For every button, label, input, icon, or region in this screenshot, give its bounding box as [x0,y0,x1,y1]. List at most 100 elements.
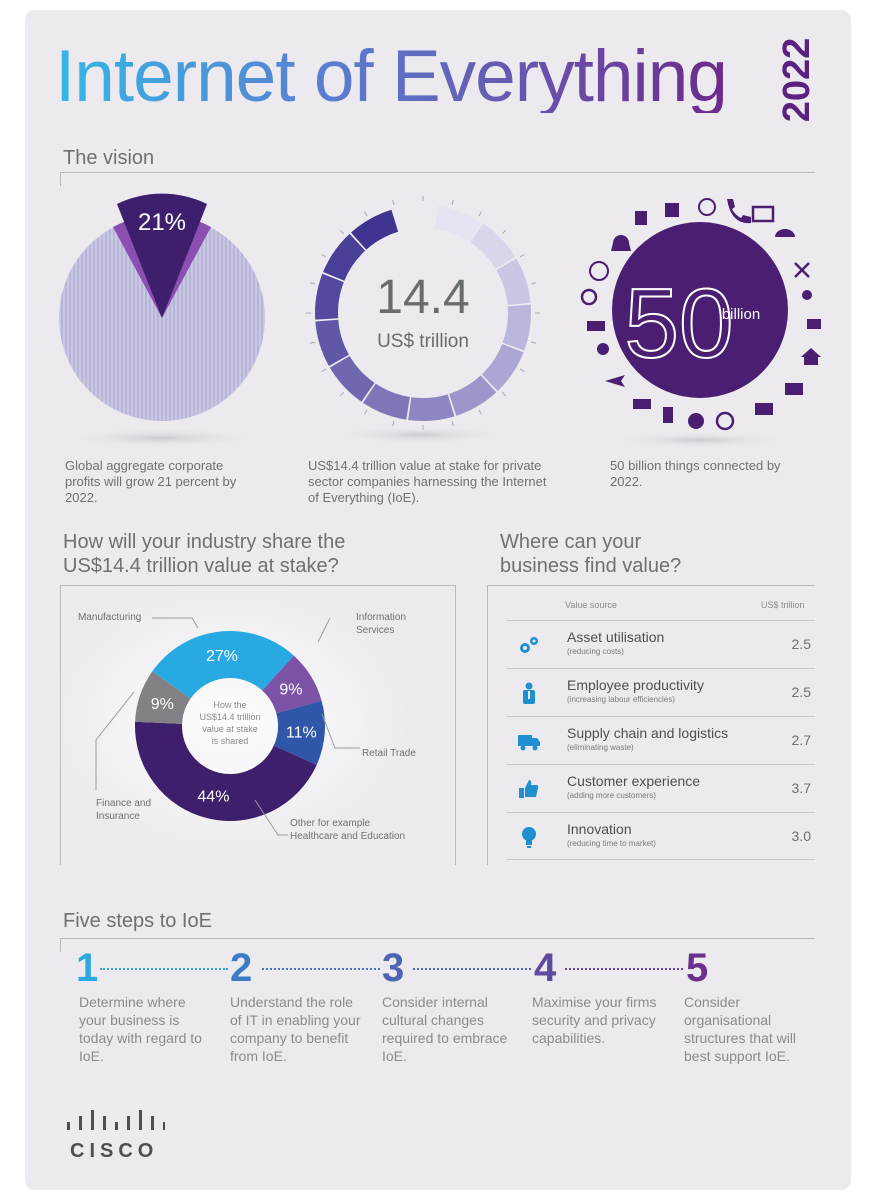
step-number-4: 4 [534,946,557,990]
cisco-logo-bars-icon [67,1110,165,1130]
ring-tick [321,254,327,258]
ring-ticks [306,196,540,430]
things-unit: billion [722,306,760,323]
things-graphic: 50 billion [580,198,821,448]
profits-pie: 21% [59,193,265,448]
vision-divider [60,172,815,173]
truck-small-icon [587,321,605,331]
leader-retail [321,713,360,749]
ring-segment [323,233,366,281]
ring-segment [362,383,410,420]
step-number-1: 1 [76,946,99,990]
ring-segment [315,273,344,320]
step-text-4: Maximise your firms security and privacy… [532,994,657,1046]
row-name: Supply chain and logistics [567,725,729,741]
step-number-3: 3 [382,946,405,990]
donut-value-label-retail-trade: 11% [286,724,317,741]
business-value-divider-left [487,585,488,865]
label-information-line2: Services [356,625,395,636]
step-text-1: Determine where your business is today w… [79,994,202,1064]
label-other-line1: Other for example [290,818,371,829]
connected-things-icons [580,198,821,431]
industry-title: How will your industry share the US$14.4… [63,530,345,578]
at-sign-icon [715,411,735,431]
ring-tick [519,368,525,372]
ring-tick [339,391,345,397]
ring-tick [478,211,482,217]
row-subtitle: (eliminating waste) [567,743,634,752]
ring-tick [392,199,395,205]
leader-finance [95,691,135,790]
table-row: Innovation (reducing time to market) 3.0 [507,812,815,860]
globe-icon [589,261,609,281]
row-value: 2.5 [791,636,811,652]
step-connector-4 [565,968,683,970]
key-icon [802,290,812,300]
ring-segment [449,375,497,416]
donut-center-line2: US$14.4 trillion [199,712,260,722]
magnifier-icon [580,288,598,306]
leader-other [254,799,288,836]
row-name: Employee productivity [567,677,704,693]
donut-center-line3: value at stake [202,724,258,734]
column-header-value: US$ trillion [761,600,805,610]
scissors-icon [794,262,810,278]
column-header-source: Value source [565,600,617,610]
table-row: Supply chain and logistics (eliminating … [507,716,815,764]
donut-value-label-information-services: 9% [279,682,302,699]
ring-shadow [330,426,510,444]
step-text-2: Understand the role of IT in enabling yo… [230,994,361,1064]
ring-tick [364,409,368,415]
value-number: 14.4 [376,271,469,324]
ring-segment [481,343,524,391]
donut-segment-finance-insurance [135,671,191,724]
truck-icon [518,735,540,751]
ring-tick [519,254,525,258]
donut-leader-lines [95,617,360,836]
industry-divider [60,585,455,586]
row-value: 2.5 [791,684,811,700]
home-icon [801,348,821,365]
calculator-icon [663,407,673,423]
industry-title-line1: How will your industry share the [63,531,346,553]
business-value-title-line2: business find value? [500,555,682,577]
ring-tick [321,368,327,372]
step-number-2: 2 [230,946,253,990]
ring-segment [329,355,375,402]
business-value-title: Where can your business find value? [500,530,681,578]
cup-icon [807,319,821,329]
table-row: Employee productivity (increasing labour… [507,668,815,716]
lock-icon [611,235,631,251]
pie-21-percent-slice-raised [117,193,207,318]
profits-caption: Global aggregate corporate profits will … [65,458,237,505]
ring-tick [309,341,315,344]
row-subtitle: (reducing costs) [567,647,624,656]
industry-donut-chart: 27% 9% 11% 44% 9% How the US$14.4 trillion v… [60,590,420,860]
ring-tick [339,229,345,235]
donut-segment-information-services [262,655,322,714]
lightbulb-small-icon [597,343,609,355]
step-connector-1 [100,968,228,970]
thumbs-up-icon [519,780,539,798]
label-manufacturing: Manufacturing [78,612,142,623]
ring-segment [502,304,531,351]
steps-divider-tick [60,938,61,952]
donut-glow [60,590,420,860]
ring-segment [470,223,516,269]
label-finance-line1: Finance and [96,798,152,809]
leader-manufacturing [152,617,199,629]
ring-tick [531,341,537,344]
step-number-5: 5 [686,946,709,990]
business-value-divider [487,585,815,586]
ring-tick [451,421,454,427]
ring-tick [451,199,454,205]
ring-tick [501,229,507,235]
row-name: Innovation [567,821,632,837]
value-ring: 14.4 US$ trillion [306,196,540,444]
row-value: 3.7 [791,780,811,796]
airplane-icon [605,375,625,387]
donut-center-line4: is shared [212,736,249,746]
step-connector-3 [413,968,531,970]
ring-tick [478,409,482,415]
things-number: 50 [624,268,733,378]
